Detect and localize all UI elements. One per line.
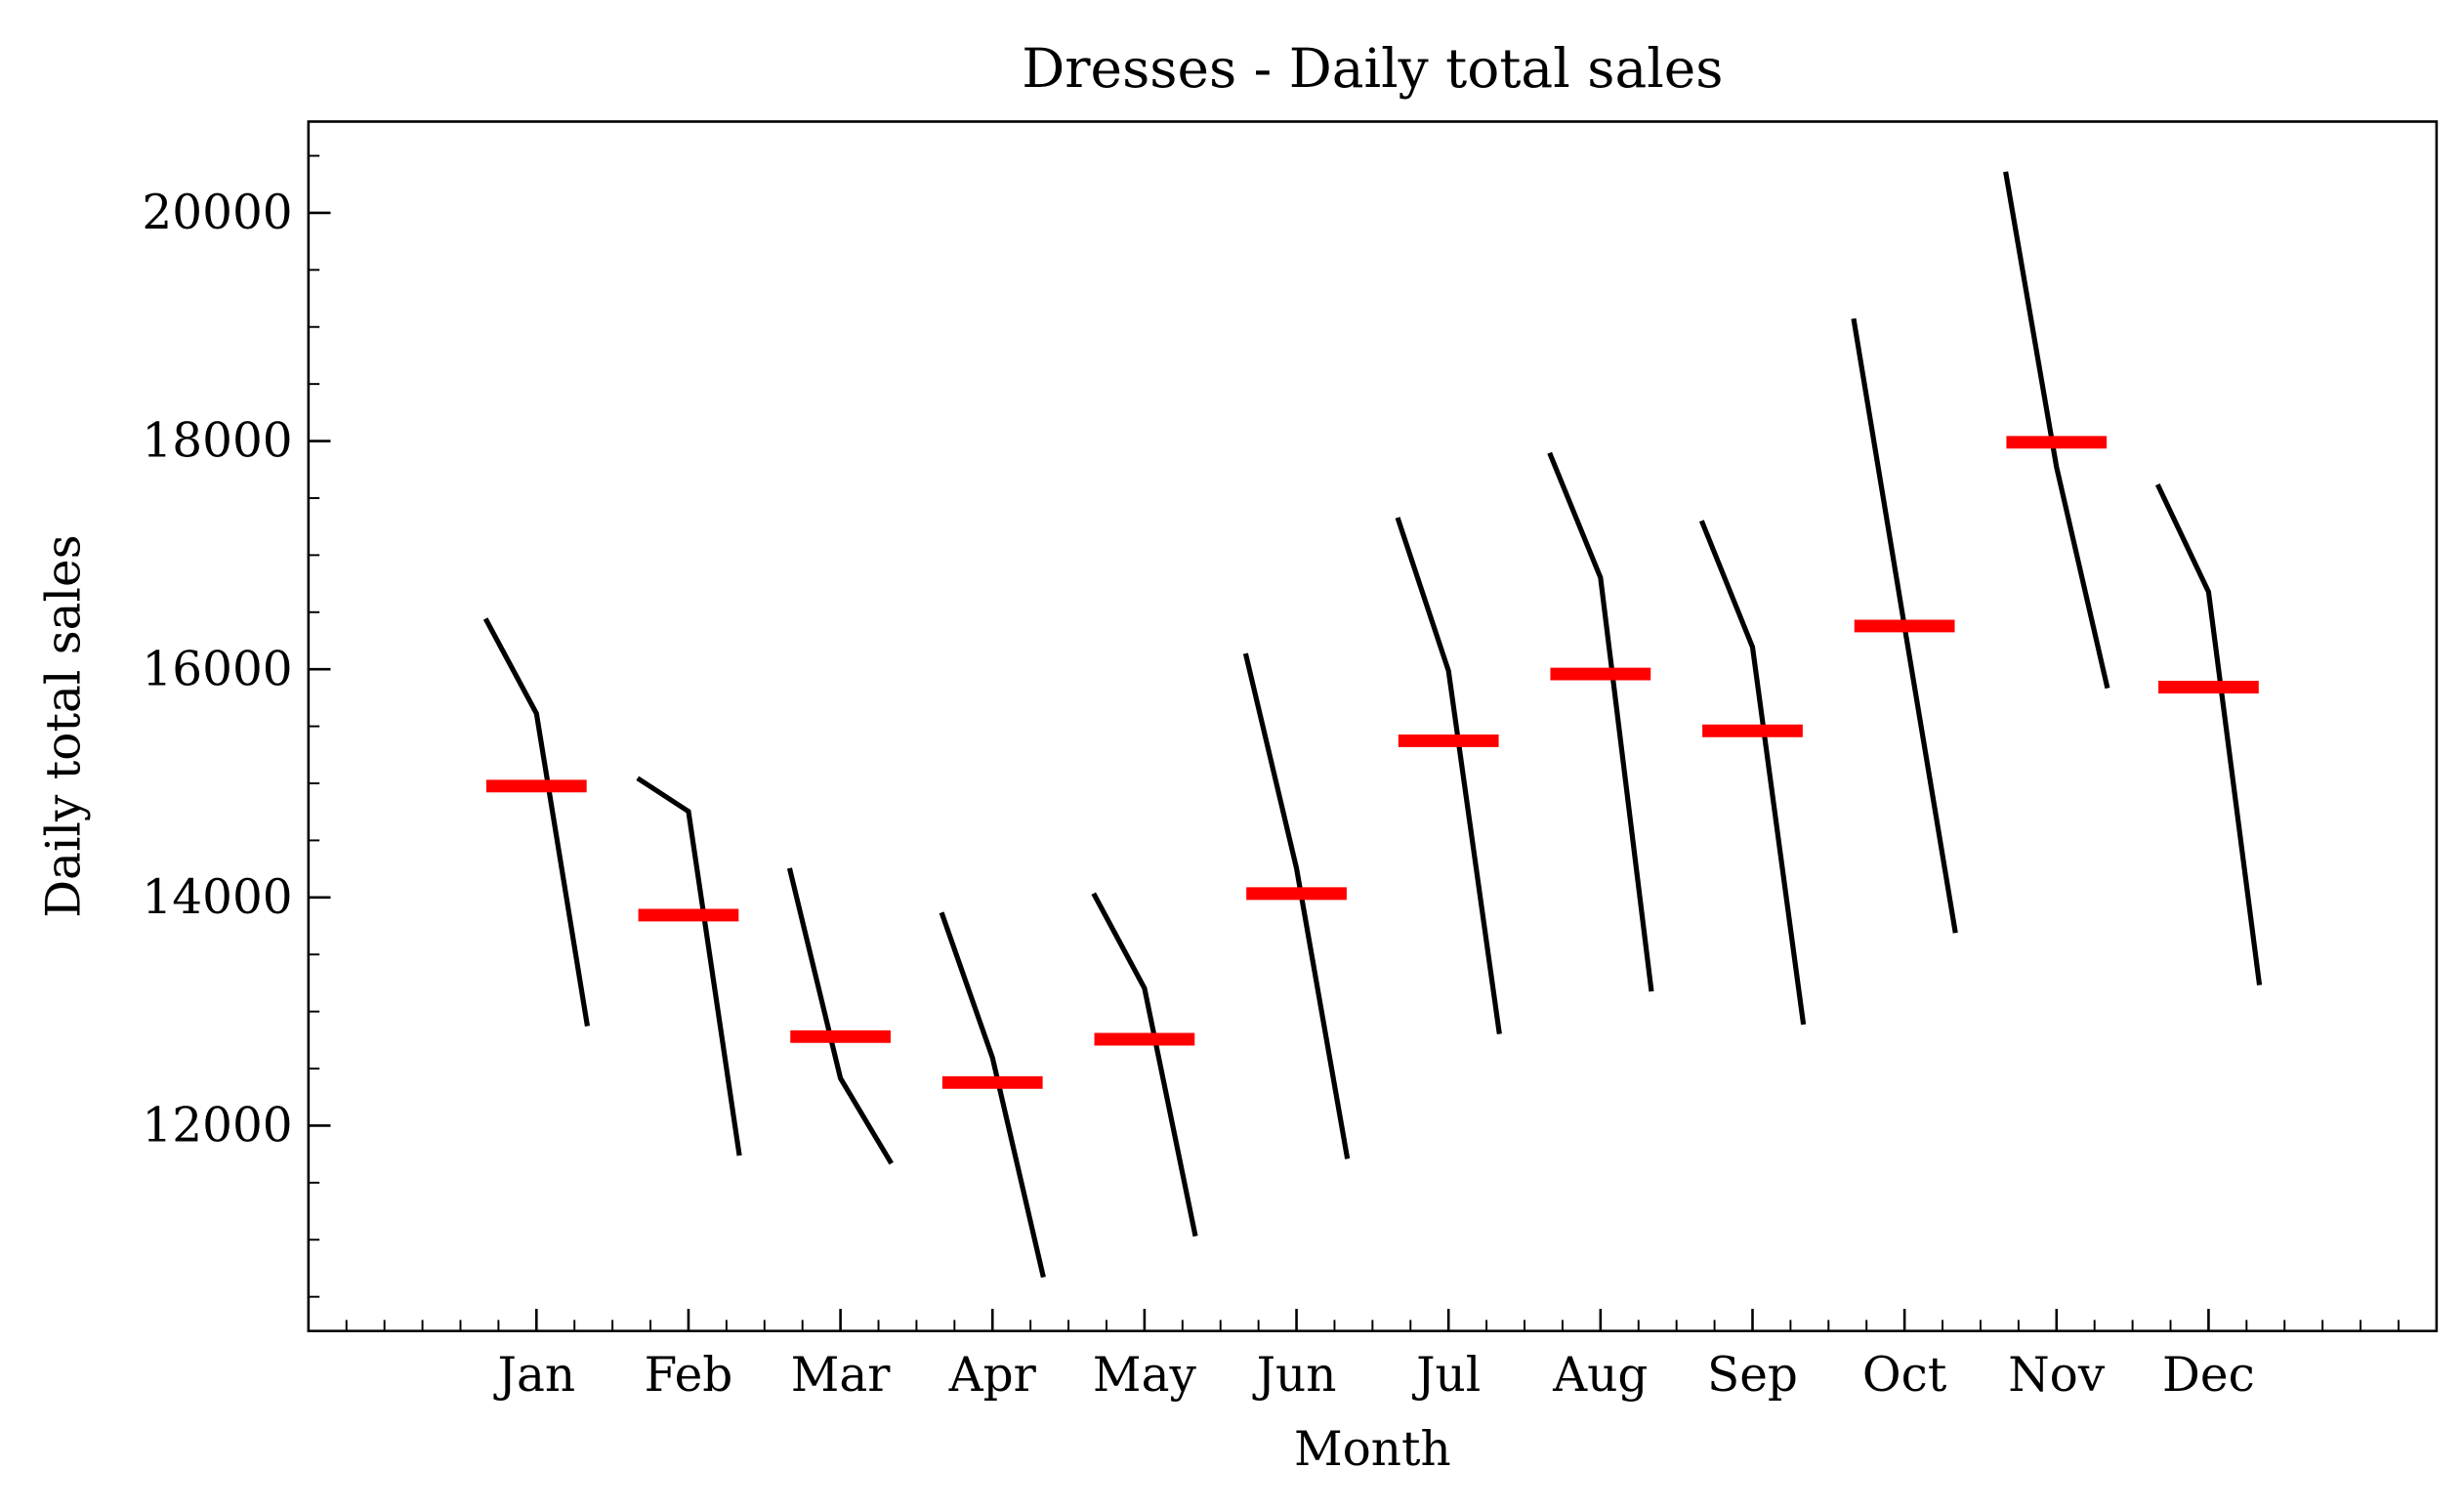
- x-axis-label: Month: [1294, 1422, 1451, 1477]
- subseries-line: [1091, 892, 1198, 1238]
- x-tick-label: May: [1093, 1348, 1197, 1403]
- subseries-line: [1547, 451, 1654, 992]
- subseries-line: [786, 867, 894, 1165]
- chart-title: Dresses - Daily total sales: [1022, 37, 1723, 100]
- x-tick-label: Sep: [1707, 1348, 1798, 1403]
- x-tick-label: Jul: [1411, 1348, 1481, 1403]
- x-tick-label: Apr: [948, 1348, 1037, 1403]
- y-tick-label: 20000: [142, 186, 292, 240]
- y-tick-label: 18000: [142, 414, 292, 469]
- subseries-line: [1395, 517, 1502, 1035]
- y-tick-label: 14000: [142, 870, 292, 925]
- x-tick-label: Dec: [2162, 1348, 2255, 1403]
- x-tick-label: Oct: [1862, 1348, 1947, 1403]
- subseries-line: [482, 617, 591, 1028]
- subseries-line: [636, 776, 742, 1156]
- subseries-line: [1242, 652, 1351, 1159]
- plot-frame: [307, 120, 2439, 1333]
- subseries-line: [939, 911, 1046, 1279]
- x-tick-label: Jun: [1252, 1348, 1337, 1403]
- subseries-line: [2154, 483, 2263, 986]
- subseries-line: [2003, 171, 2110, 690]
- x-tick-label: Jan: [493, 1348, 576, 1403]
- x-tick-label: Mar: [791, 1348, 892, 1403]
- x-tick-label: Aug: [1552, 1348, 1648, 1403]
- x-tick-label: Nov: [2008, 1348, 2106, 1403]
- subseries-line: [1698, 520, 1807, 1026]
- y-tick-label: 12000: [142, 1099, 292, 1154]
- x-tick-label: Feb: [645, 1348, 733, 1403]
- y-tick-label: 16000: [142, 642, 292, 696]
- y-axis-label: Daily total sales: [36, 534, 91, 917]
